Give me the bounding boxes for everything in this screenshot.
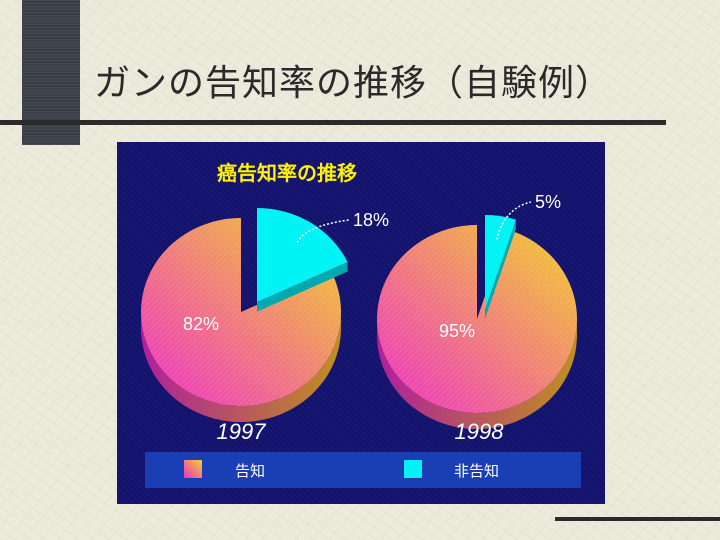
legend-swatch-disclosed: [184, 460, 202, 478]
value-label-disclosed-1998: 95%: [439, 321, 475, 341]
pie-slice-hatch-1997: [141, 218, 341, 406]
chart-title: 癌告知率の推移: [217, 161, 357, 185]
chart-panel: 癌告知率の推移 18% 82% 1997 5% 95% 1998 告知 非告知: [117, 142, 605, 504]
legend-swatch-not-disclosed: [404, 460, 422, 478]
legend-box: [145, 452, 581, 488]
year-label-1997: 1997: [217, 419, 267, 444]
value-label-not-disclosed-1997: 18%: [353, 210, 389, 230]
pie-side-not-disclosed-1998: [485, 219, 516, 319]
pie-slice-not-disclosed-1997: [257, 208, 348, 302]
pie-slice-not-disclosed-1998: [485, 215, 516, 309]
pie-side-disclosed-1998: [377, 319, 577, 429]
legend-label-not-disclosed: 非告知: [454, 463, 499, 480]
pie-chart-svg: 癌告知率の推移 18% 82% 1997 5% 95% 1998 告知 非告知: [141, 161, 581, 488]
year-label-1998: 1998: [455, 419, 505, 444]
pie-side-disclosed-1997: [141, 312, 341, 422]
pie-slice-hatch-1998: [377, 225, 577, 413]
value-label-not-disclosed-1998: 5%: [535, 192, 561, 212]
footer-rule: [555, 517, 720, 521]
title-underline-rule: [0, 120, 666, 125]
legend-label-disclosed: 告知: [235, 463, 265, 480]
slide-title: ガンの告知率の推移（自験例）: [94, 63, 613, 104]
leader-line-1998: [496, 201, 532, 240]
pie-side-not-disclosed-1997: [257, 261, 348, 312]
value-label-disclosed-1997: 82%: [183, 314, 219, 334]
